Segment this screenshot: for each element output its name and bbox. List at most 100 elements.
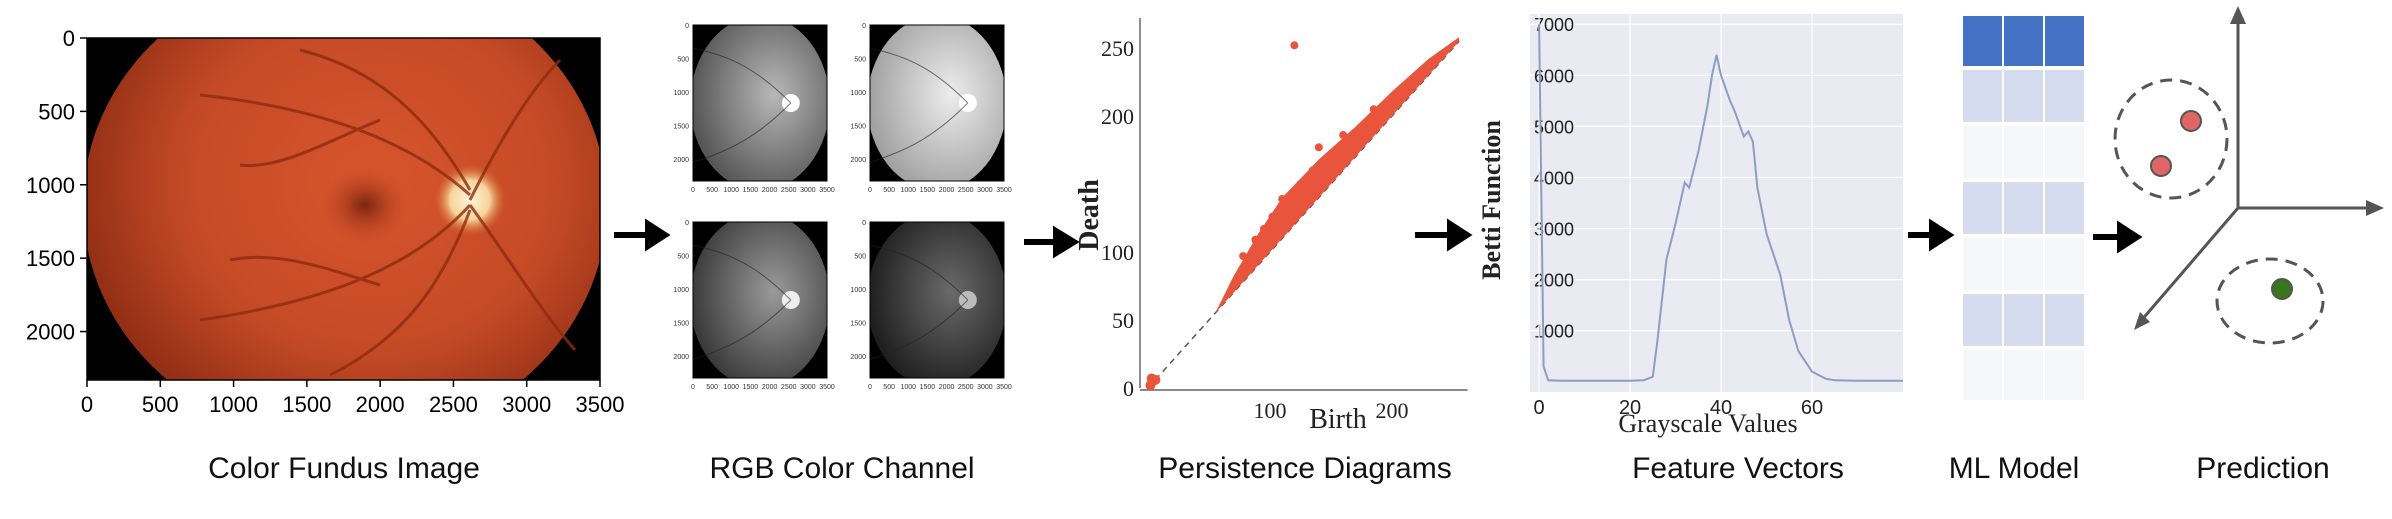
model-table-cell bbox=[2045, 350, 2084, 400]
fundus-x-tick-label: 1000 bbox=[209, 392, 258, 417]
rgb-x-tick-label: 0 bbox=[691, 187, 695, 194]
rgb-x-tick-label: 2000 bbox=[762, 187, 778, 194]
model-table-cell bbox=[2004, 238, 2043, 290]
persistence-point bbox=[1278, 194, 1287, 203]
rgb-thumbnail-retina bbox=[870, 25, 1004, 181]
fundus-y-tick-label: 0 bbox=[63, 26, 75, 51]
rgb-x-tick-label: 2000 bbox=[762, 384, 778, 391]
rgb-y-tick-label: 1000 bbox=[673, 90, 689, 97]
betti-y-tick-label: 2000 bbox=[1534, 271, 1574, 291]
fundus-vessels bbox=[199, 48, 577, 377]
model-table-cell bbox=[2004, 294, 2043, 346]
fundus-x-tick-label: 2000 bbox=[356, 392, 405, 417]
betti-plot-background bbox=[1530, 14, 1903, 392]
rgb-thumbnail-frame bbox=[869, 221, 1005, 379]
rgb-y-tick-label: 500 bbox=[854, 56, 866, 63]
arrow-3 bbox=[1415, 218, 1473, 252]
arrow-5 bbox=[2093, 220, 2143, 254]
rgb-thumbnail-retina bbox=[693, 222, 827, 378]
persistence-xlabel: Birth bbox=[1309, 404, 1367, 435]
rgb-y-tick-label: 500 bbox=[854, 253, 866, 260]
rgb-channel-thumbnail: 0 500 1000 1500 2000 2500 3000 3500050010001500… bbox=[850, 23, 1012, 194]
rgb-x-tick-label: 1000 bbox=[723, 187, 739, 194]
betti-x-tick-label: 0 bbox=[1534, 397, 1545, 419]
rgb-y-tick-label: 500 bbox=[677, 253, 689, 260]
model-table-cell bbox=[2004, 70, 2043, 122]
betti-plot: 1000 2000 3000 4000 5000 6000 7000 0 20 40 60 bbox=[1530, 14, 1903, 419]
rgb-x-tick-label: 0 bbox=[868, 384, 872, 391]
fundus-panel: 0 500 1000 1500 2000 2500 3000 3500 0 500 1000 1500… bbox=[26, 26, 625, 417]
rgb-x-tick-label: 1000 bbox=[723, 384, 739, 391]
rgb-x-tick-label: 3500 bbox=[819, 384, 835, 391]
rgb-y-tick-label: 0 bbox=[862, 220, 866, 227]
model-table bbox=[1963, 16, 2084, 400]
betti-panel: 1000 2000 3000 4000 5000 6000 7000 0 20 40 60 Bett… bbox=[1477, 14, 1903, 438]
rgb-panel: 0 500 1000 1500 2000 2500 3000 3500050010001500… bbox=[673, 23, 1012, 391]
rgb-y-tick-label: 0 bbox=[862, 23, 866, 30]
rgb-y-tick-label: 1500 bbox=[850, 123, 866, 130]
fundus-x-tick-label: 3500 bbox=[576, 392, 625, 417]
persistence-point bbox=[1290, 41, 1299, 50]
rgb-y-tick-label: 2000 bbox=[673, 157, 689, 164]
rgb-x-tick-label: 1500 bbox=[743, 187, 759, 194]
persistence-plot: 100 200 0 50 100 200 250 bbox=[1101, 18, 1468, 423]
betti-xlabel: Grayscale Values bbox=[1618, 409, 1797, 438]
fundus-x-tick-label: 500 bbox=[142, 392, 179, 417]
cluster-green-boundary bbox=[2215, 257, 2325, 345]
fundus-x-tick-label: 2500 bbox=[429, 392, 478, 417]
arrow-1 bbox=[614, 218, 671, 252]
model-table-cell bbox=[2004, 126, 2043, 178]
prediction-axis-y-head bbox=[2230, 6, 2246, 24]
fundus-y-tick-label: 1500 bbox=[26, 246, 75, 271]
model-table-cell bbox=[2045, 238, 2084, 290]
rgb-thumbnail-retina bbox=[693, 25, 827, 181]
rgb-x-tick-label: 3500 bbox=[996, 187, 1012, 194]
rgb-x-tick-label: 2000 bbox=[939, 384, 955, 391]
model-table-cell bbox=[1963, 16, 2002, 66]
rgb-y-tick-label: 1500 bbox=[673, 123, 689, 130]
rgb-y-tick-label: 0 bbox=[685, 220, 689, 227]
persistence-y-tick-label: 200 bbox=[1101, 104, 1134, 129]
model-table-cell bbox=[1963, 350, 2002, 400]
arrow-2 bbox=[1024, 225, 1080, 259]
rgb-x-tick-label: 2000 bbox=[939, 187, 955, 194]
caption-feature-vectors: Feature Vectors bbox=[1632, 452, 1844, 485]
rgb-thumbnail-frame bbox=[692, 24, 828, 182]
rgb-x-tick-label: 1000 bbox=[900, 384, 916, 391]
rgb-x-tick-label: 2500 bbox=[958, 187, 974, 194]
model-table-cell bbox=[2045, 16, 2084, 66]
rgb-channel-thumbnail: 0 500 1000 1500 2000 2500 3000 3500050010001500… bbox=[850, 220, 1011, 391]
red-point-1 bbox=[2180, 110, 2202, 132]
rgb-y-tick-label: 0 bbox=[685, 23, 689, 30]
persistence-point bbox=[1239, 252, 1248, 261]
persistence-x-tick-label: 100 bbox=[1254, 398, 1287, 423]
rgb-x-tick-label: 1500 bbox=[920, 187, 936, 194]
fundus-y-tick-label: 500 bbox=[38, 99, 75, 124]
rgb-x-tick-label: 2500 bbox=[781, 187, 797, 194]
arrow-4 bbox=[1908, 218, 1955, 252]
caption-ml-model: ML Model bbox=[1948, 452, 2080, 485]
rgb-y-tick-label: 1500 bbox=[673, 320, 689, 327]
betti-y-tick-label: 7000 bbox=[1534, 15, 1574, 35]
red-point-2 bbox=[2150, 155, 2172, 177]
rgb-thumbnail-vessels bbox=[693, 47, 792, 163]
persistence-x-tick-label: 200 bbox=[1376, 398, 1409, 423]
persistence-point-band bbox=[1215, 37, 1460, 314]
caption-fundus: Color Fundus Image bbox=[208, 452, 480, 485]
rgb-x-tick-label: 3000 bbox=[977, 187, 993, 194]
rgb-thumbnail-vessels bbox=[870, 244, 969, 360]
model-table-cell bbox=[2004, 16, 2043, 66]
rgb-x-tick-label: 3000 bbox=[800, 384, 816, 391]
fundus-axes-frame bbox=[86, 37, 601, 381]
rgb-thumbnail-vessels bbox=[693, 244, 792, 360]
betti-y-tick-label: 5000 bbox=[1534, 117, 1574, 137]
rgb-y-tick-label: 2000 bbox=[850, 157, 866, 164]
rgb-x-tick-label: 2500 bbox=[781, 384, 797, 391]
persistence-point bbox=[1146, 373, 1157, 384]
rgb-x-tick-label: 500 bbox=[706, 187, 718, 194]
persistence-point bbox=[1369, 105, 1378, 114]
model-table-cell bbox=[1963, 126, 2002, 178]
rgb-y-tick-label: 1000 bbox=[850, 287, 866, 294]
model-table-cell bbox=[2045, 70, 2084, 122]
